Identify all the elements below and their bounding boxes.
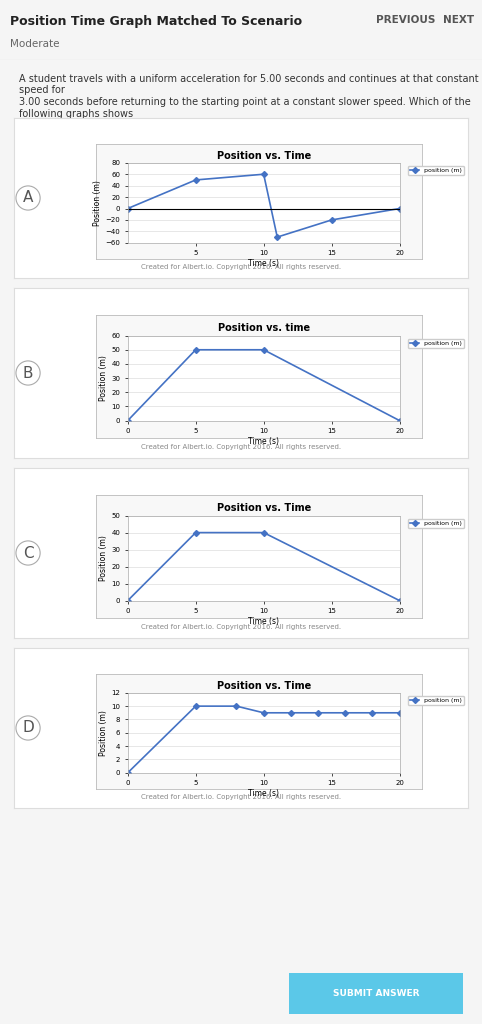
Text: PREVIOUS: PREVIOUS [376,15,435,25]
Text: Created for Albert.io. Copyright 2016. All rights reserved.: Created for Albert.io. Copyright 2016. A… [141,794,341,800]
Y-axis label: Position (m): Position (m) [99,536,108,581]
position (m) [193,700,199,713]
position (m) [125,767,131,779]
position (m) [261,344,267,356]
position (m) [234,700,240,713]
Text: C: C [23,546,33,560]
Text: Created for Albert.io. Copyright 2016. All rights reserved.: Created for Albert.io. Copyright 2016. A… [141,624,341,630]
X-axis label: Time (s): Time (s) [248,259,279,268]
position (m) [125,203,131,215]
position (m) [261,526,267,539]
X-axis label: Time (s): Time (s) [248,437,279,446]
position (m) [370,707,375,719]
position (m) [397,203,402,215]
position (m) [329,214,335,226]
position (m) [397,595,402,607]
Legend: position (m): position (m) [408,696,464,706]
position (m) [397,707,402,719]
Text: Created for Albert.io. Copyright 2016. All rights reserved.: Created for Albert.io. Copyright 2016. A… [141,264,341,270]
position (m) [315,707,321,719]
position (m) [193,174,199,186]
Legend: position (m): position (m) [408,339,464,348]
Circle shape [116,183,145,184]
Y-axis label: Position (m): Position (m) [94,180,103,225]
Title: Position vs. Time: Position vs. Time [216,681,311,690]
position (m) [274,231,280,244]
Y-axis label: Position (m): Position (m) [99,710,108,756]
FancyBboxPatch shape [281,971,471,1016]
Text: SUBMIT ANSWER: SUBMIT ANSWER [333,989,419,997]
position (m) [193,526,199,539]
Text: Created for Albert.io. Copyright 2016. All rights reserved.: Created for Albert.io. Copyright 2016. A… [141,443,341,450]
FancyBboxPatch shape [77,174,207,194]
position (m) [125,595,131,607]
X-axis label: Time (s): Time (s) [248,617,279,626]
Line: position (m): position (m) [126,530,402,603]
position (m) [397,415,402,427]
Line: position (m): position (m) [126,348,402,423]
Title: Position vs. Time: Position vs. Time [216,151,311,161]
Text: D: D [22,721,34,735]
position (m) [342,707,348,719]
Text: Moderate: Moderate [10,39,59,49]
Text: A student travels with a uniform acceleration for 5.00 seconds and continues at : A student travels with a uniform acceler… [19,74,479,130]
Line: position (m): position (m) [126,705,402,775]
position (m) [125,415,131,427]
X-axis label: Time (s): Time (s) [248,790,279,799]
Title: Position vs. time: Position vs. time [217,324,310,334]
position (m) [261,707,267,719]
position (m) [193,344,199,356]
Legend: position (m): position (m) [408,519,464,527]
Text: A: A [23,190,33,206]
Y-axis label: Position (m): Position (m) [99,355,108,401]
Text: B: B [23,366,33,381]
position (m) [288,707,294,719]
Legend: position (m): position (m) [408,166,464,175]
Title: Position vs. Time: Position vs. Time [216,504,311,513]
Text: NEXT: NEXT [443,15,475,25]
Text: Position Time Graph Matched To Scenario: Position Time Graph Matched To Scenario [10,15,302,28]
Line: position (m): position (m) [126,172,402,240]
position (m) [261,168,267,180]
Text: Elimination Tool: Elimination Tool [19,179,114,189]
